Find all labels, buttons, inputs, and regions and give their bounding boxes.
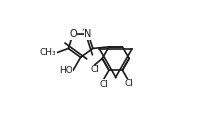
Text: CH₃: CH₃ xyxy=(40,48,56,57)
Text: N: N xyxy=(84,29,92,39)
Text: HO: HO xyxy=(59,66,72,75)
Text: Cl: Cl xyxy=(99,80,108,89)
Text: O: O xyxy=(69,29,77,39)
Text: Cl: Cl xyxy=(90,66,99,75)
Text: Cl: Cl xyxy=(124,79,133,88)
